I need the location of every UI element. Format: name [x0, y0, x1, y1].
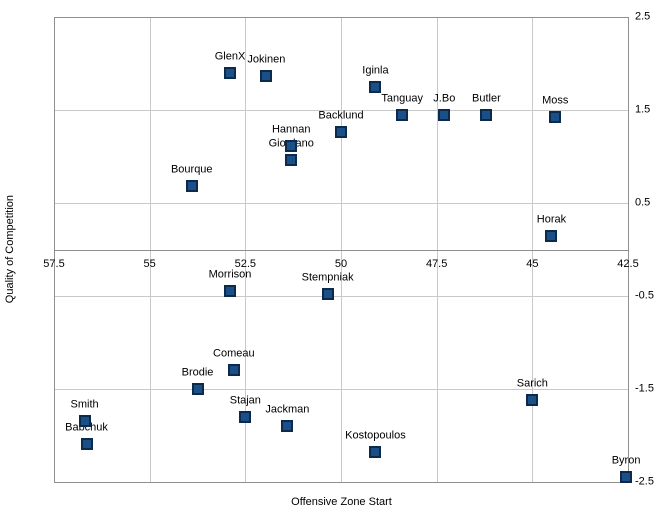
y-tick-label-2-5: 2.5 — [635, 10, 651, 23]
y-tick-label-0-5: 0.5 — [635, 196, 651, 209]
y-tick-label--1-5: -1.5 — [635, 382, 654, 395]
y-tick-label-1-5: 1.5 — [635, 103, 651, 116]
y-axis-title-area: Quality of Competition — [0, 17, 20, 482]
x-axis-title: Offensive Zone Start — [291, 496, 392, 508]
y-tick-label--2-5: -2.5 — [635, 475, 654, 488]
plot-area-border — [54, 17, 629, 483]
y-axis-title: Quality of Competition — [4, 195, 16, 304]
y-tick-label--0-5: -0.5 — [635, 289, 654, 302]
